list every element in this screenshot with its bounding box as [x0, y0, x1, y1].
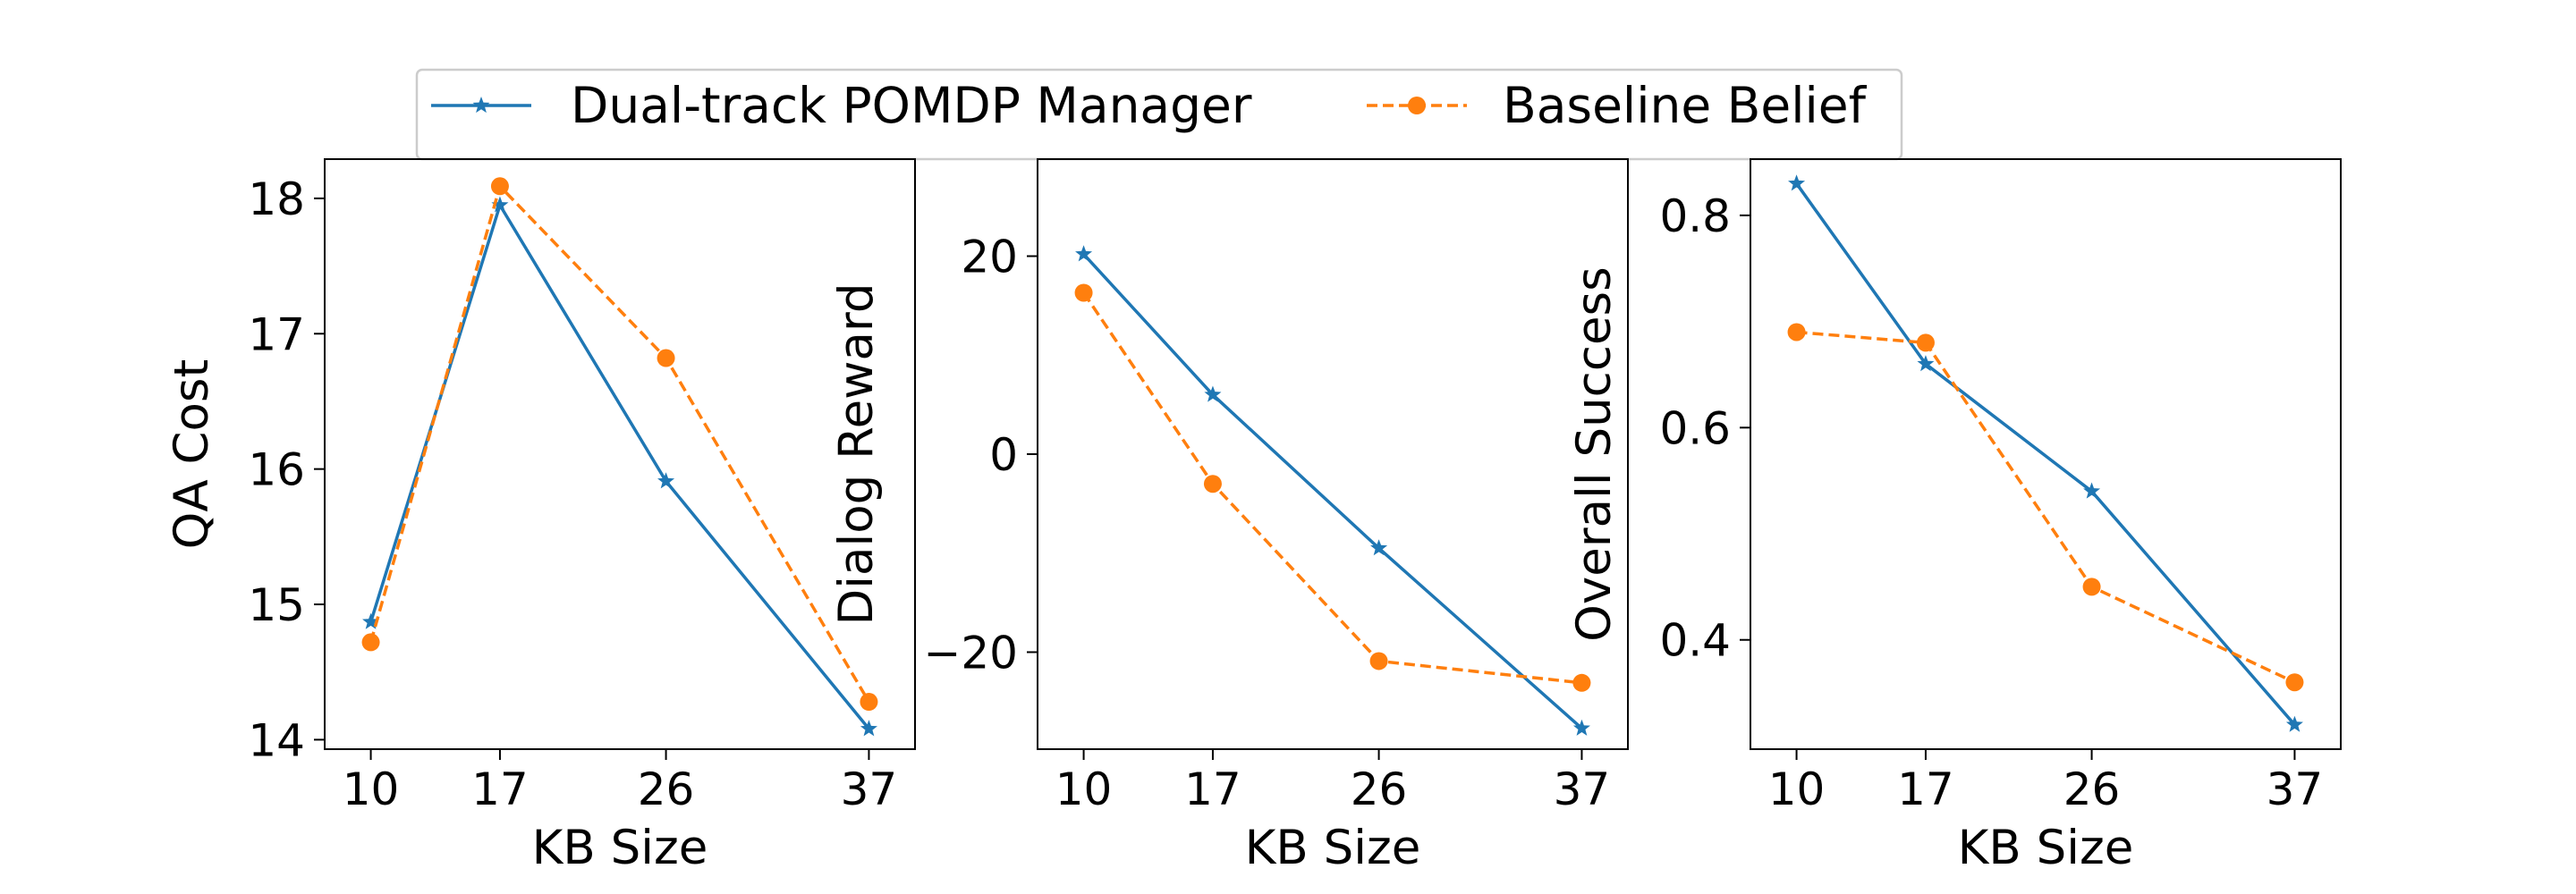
x-tick-label: 26: [638, 763, 695, 815]
y-tick-label: 14: [248, 714, 305, 766]
data-point-circle: [1787, 323, 1806, 342]
data-point-star: [1572, 719, 1590, 736]
x-tick-label: 10: [343, 763, 400, 815]
x-tick-label: 37: [841, 763, 898, 815]
data-point-star: [1917, 355, 1935, 372]
x-tick-label: 37: [1554, 763, 1611, 815]
legend-entry-baseline: Baseline Belief: [1367, 77, 1868, 134]
data-point-circle: [2285, 673, 2304, 692]
data-point-circle: [2082, 578, 2101, 596]
data-point-star: [1788, 174, 1806, 191]
data-point-circle: [860, 693, 878, 712]
chart-panel-2: 10 17 26 37 −20 0 20 KB Size Dialog Reward: [829, 158, 1629, 875]
data-point-circle: [1916, 333, 1935, 352]
y-tick-label: 0: [989, 429, 1018, 481]
legend-label-baseline: Baseline Belief: [1503, 77, 1868, 134]
series-line-baseline: [1796, 330, 2296, 684]
x-axis-label: KB Size: [1958, 821, 2134, 875]
y-axis-label: Dialog Reward: [829, 283, 884, 625]
x-tick-label: 17: [1897, 763, 1954, 815]
data-point-star: [2083, 482, 2101, 499]
legend-entry-dual-track: Dual-track POMDP Manager: [431, 77, 1252, 134]
legend: Dual-track POMDP Manager Baseline Belief: [415, 68, 1903, 161]
y-tick-label: 18: [248, 173, 305, 225]
data-point-circle: [1074, 283, 1093, 302]
y-tick-label: 0.6: [1659, 402, 1731, 454]
chart-panel-3: 10 17 26 37 0.4 0.6 0.8 KB Size Overall Success: [1567, 158, 2342, 875]
data-point-circle: [490, 177, 509, 196]
y-tick-label: 16: [248, 444, 305, 496]
data-point-star: [491, 196, 509, 213]
y-axis-label: QA Cost: [165, 359, 219, 550]
data-point-circle: [1572, 673, 1591, 692]
x-tick-label: 26: [1351, 763, 1408, 815]
y-tick-label: 20: [961, 232, 1018, 283]
x-axis-label: KB Size: [532, 821, 708, 875]
series-line-dual-track: [1795, 182, 2296, 726]
y-axis-label: Overall Success: [1567, 266, 1622, 642]
x-tick-label: 10: [1768, 763, 1826, 815]
data-point-star: [1204, 385, 1222, 402]
x-tick-label: 17: [1184, 763, 1241, 815]
chart-panel-1: 10 17 26 37 14 15 16 17 18 KB Size QA Cost: [165, 158, 916, 875]
series-line-baseline: [1082, 291, 1582, 685]
y-tick-label: 15: [248, 579, 305, 631]
x-tick-label: 17: [471, 763, 529, 815]
data-point-circle: [1203, 475, 1222, 493]
data-point-star: [1075, 245, 1093, 262]
chart-panels: 10 17 26 37 14 15 16 17 18 KB Size QA Cost 10 17 26 37…: [165, 158, 2342, 875]
data-point-star: [1370, 539, 1388, 556]
y-tick-label: 17: [248, 308, 305, 360]
series-line-dual-track: [1082, 253, 1583, 730]
y-tick-label: 0.4: [1659, 615, 1731, 667]
legend-star-marker-icon: [472, 97, 490, 114]
data-point-circle: [1369, 652, 1388, 670]
plot-frame: [1750, 158, 2342, 750]
data-point-star: [657, 472, 675, 489]
data-point-star: [860, 720, 877, 737]
legend-circle-marker-icon: [1408, 97, 1426, 114]
y-tick-label: 0.8: [1659, 190, 1731, 242]
data-point-circle: [361, 633, 380, 652]
plot-frame: [324, 158, 916, 750]
legend-label-dual-track: Dual-track POMDP Manager: [571, 77, 1252, 134]
x-tick-label: 10: [1055, 763, 1113, 815]
data-point-star: [2285, 715, 2303, 732]
y-tick-label: −20: [923, 627, 1018, 679]
data-point-circle: [657, 349, 675, 367]
x-axis-label: KB Size: [1245, 821, 1421, 875]
x-tick-label: 37: [2267, 763, 2324, 815]
series-line-dual-track: [369, 203, 870, 730]
x-tick-label: 26: [2063, 763, 2121, 815]
data-point-star: [362, 612, 380, 629]
